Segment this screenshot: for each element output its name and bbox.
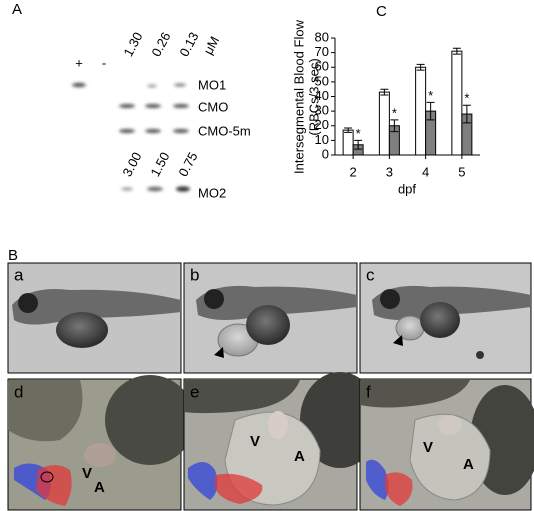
row-label: CMO — [198, 99, 228, 114]
y-tick-label: 80 — [315, 29, 329, 44]
error-bar — [462, 104, 471, 124]
x-tick-label: 5 — [458, 164, 465, 179]
bar — [415, 66, 427, 156]
sub-label: d — [14, 382, 23, 401]
error-bar — [390, 119, 399, 133]
x-tick-label: 4 — [422, 164, 429, 179]
error-bar — [416, 63, 425, 71]
y-axis-label: Intersegmental Blood Flow — [291, 19, 306, 174]
x-tick-label: 2 — [350, 164, 357, 179]
sub-label: b — [190, 265, 199, 284]
significance-mark: * — [392, 105, 397, 120]
atrium-label: A — [463, 456, 474, 473]
sub-label: e — [190, 382, 199, 401]
significance-mark: * — [464, 91, 469, 106]
atrium-label: A — [294, 448, 305, 465]
atrium-label: A — [94, 479, 105, 496]
y-tick-label: 0 — [322, 146, 329, 161]
error-bar — [344, 127, 353, 133]
micrograph — [359, 262, 532, 374]
concentration-label: 1.30 — [120, 30, 145, 59]
concentration-label: 1.50 — [147, 150, 172, 179]
bar — [342, 129, 354, 156]
sub-label: f — [366, 382, 371, 401]
panel-label: B — [8, 247, 18, 264]
y-tick-label: 50 — [315, 73, 329, 88]
x-axis-label: dpf — [398, 181, 416, 196]
y-tick-label: 60 — [315, 59, 329, 74]
ventricle-label: V — [423, 439, 433, 456]
sub-label: a — [14, 265, 24, 284]
bar — [378, 91, 390, 156]
gel-bands — [72, 82, 190, 192]
concentration-label: 0.75 — [175, 150, 200, 179]
y-tick-label: 70 — [315, 44, 329, 59]
significance-mark: * — [356, 126, 361, 141]
x-tick-label: 3 — [386, 164, 393, 179]
lane-label: + — [75, 55, 83, 70]
panel-label: C — [376, 3, 387, 20]
sub-label: c — [366, 265, 375, 284]
error-bar — [452, 47, 461, 55]
row-label: CMO-5m — [198, 123, 251, 138]
micrograph — [183, 262, 358, 374]
ventricle-label: V — [82, 465, 92, 482]
bar-chart: Intersegmental Blood Flow (RBCs/3 sec) d… — [291, 19, 480, 196]
y-tick-label: 40 — [315, 88, 329, 103]
ventricle-label: V — [250, 433, 260, 450]
micrograph-labels: a b c d e f V A V A V A — [14, 265, 474, 495]
panel-label: A — [12, 1, 22, 18]
micrograph — [359, 378, 534, 511]
micrograph — [183, 372, 380, 511]
micrograph — [7, 262, 182, 374]
concentration-label: 0.13 — [176, 30, 201, 59]
concentration-label: 3.00 — [119, 150, 144, 179]
row-label: MO2 — [198, 185, 226, 200]
y-tick-label: 30 — [315, 103, 329, 118]
significance-mark: * — [428, 88, 433, 103]
concentration-label: 0.26 — [148, 30, 173, 59]
error-bar — [426, 101, 435, 121]
lane-label: - — [102, 55, 106, 70]
micrograph — [7, 375, 195, 511]
y-tick-label: 20 — [315, 117, 329, 132]
error-bar — [354, 139, 363, 150]
y-tick-label: 10 — [315, 132, 329, 147]
y-axis-label: (RBCs/3 sec) — [306, 58, 321, 135]
bar — [451, 50, 463, 156]
unit-label: μM — [200, 34, 222, 57]
error-bar — [380, 88, 389, 96]
row-label: MO1 — [198, 77, 226, 92]
